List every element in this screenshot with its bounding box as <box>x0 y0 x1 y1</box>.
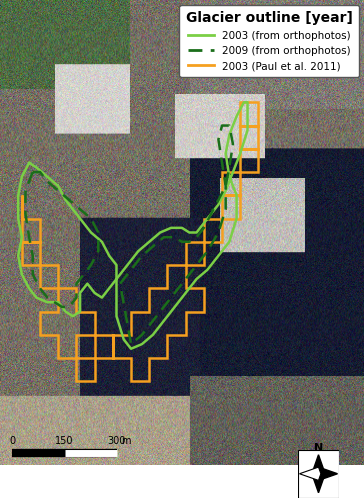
Polygon shape <box>312 455 325 476</box>
Text: m: m <box>121 436 131 446</box>
Legend: 2003 (from orthophotos), 2009 (from orthophotos), 2003 (Paul et al. 2011): 2003 (from orthophotos), 2009 (from orth… <box>179 5 359 78</box>
FancyBboxPatch shape <box>298 450 339 498</box>
Text: 150: 150 <box>55 436 74 446</box>
Polygon shape <box>300 467 321 480</box>
Polygon shape <box>316 467 337 480</box>
Text: 300: 300 <box>108 436 126 446</box>
Text: N: N <box>314 443 323 453</box>
Text: 0: 0 <box>9 436 15 446</box>
Polygon shape <box>312 472 325 493</box>
